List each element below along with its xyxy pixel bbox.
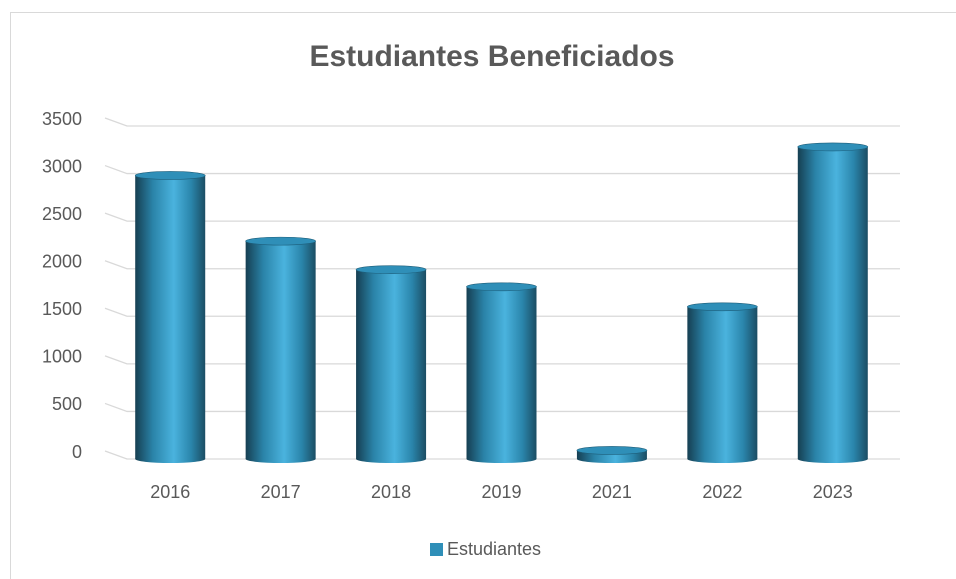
y-tick-label: 0	[72, 442, 82, 462]
y-tick-label: 500	[52, 394, 82, 414]
y-tick-label: 1000	[42, 347, 82, 367]
x-tick-label: 2016	[150, 482, 190, 502]
grid-line	[104, 355, 900, 365]
bar	[466, 286, 537, 459]
x-tick-label: 2023	[813, 482, 853, 502]
bar-top	[355, 265, 427, 274]
chart-frame	[10, 12, 956, 579]
x-tick-label: 2019	[481, 482, 521, 502]
legend-swatch	[430, 543, 443, 556]
bar	[687, 306, 758, 459]
bar-top	[797, 142, 869, 152]
grid-line	[104, 402, 900, 413]
x-tick-label: 2021	[592, 482, 632, 502]
x-tick-label: 2017	[261, 482, 301, 502]
legend: Estudiantes	[430, 539, 541, 559]
x-tick-label: 2018	[371, 482, 411, 502]
bar-top	[134, 171, 206, 180]
legend-label: Estudiantes	[447, 539, 541, 559]
x-tick-label: 2022	[702, 482, 742, 502]
y-tick-label: 3500	[42, 109, 82, 129]
grid-line	[104, 212, 900, 222]
bar-top	[576, 446, 648, 455]
y-tick-label: 3000	[42, 156, 82, 176]
bar-top	[466, 282, 537, 292]
bar	[245, 241, 316, 459]
bar-top	[245, 236, 316, 246]
grid-line	[104, 260, 900, 270]
bar	[135, 175, 206, 459]
chart-title: Estudiantes Beneficiados	[309, 40, 674, 73]
grid-line	[104, 117, 900, 127]
y-tick-label: 2000	[42, 251, 82, 271]
y-tick-label: 1500	[42, 299, 82, 319]
grid-line	[104, 164, 900, 175]
bar	[797, 146, 868, 459]
bar-top	[687, 302, 758, 312]
y-tick-label: 2500	[42, 204, 82, 224]
grid-line	[104, 307, 900, 317]
bar	[356, 269, 427, 459]
